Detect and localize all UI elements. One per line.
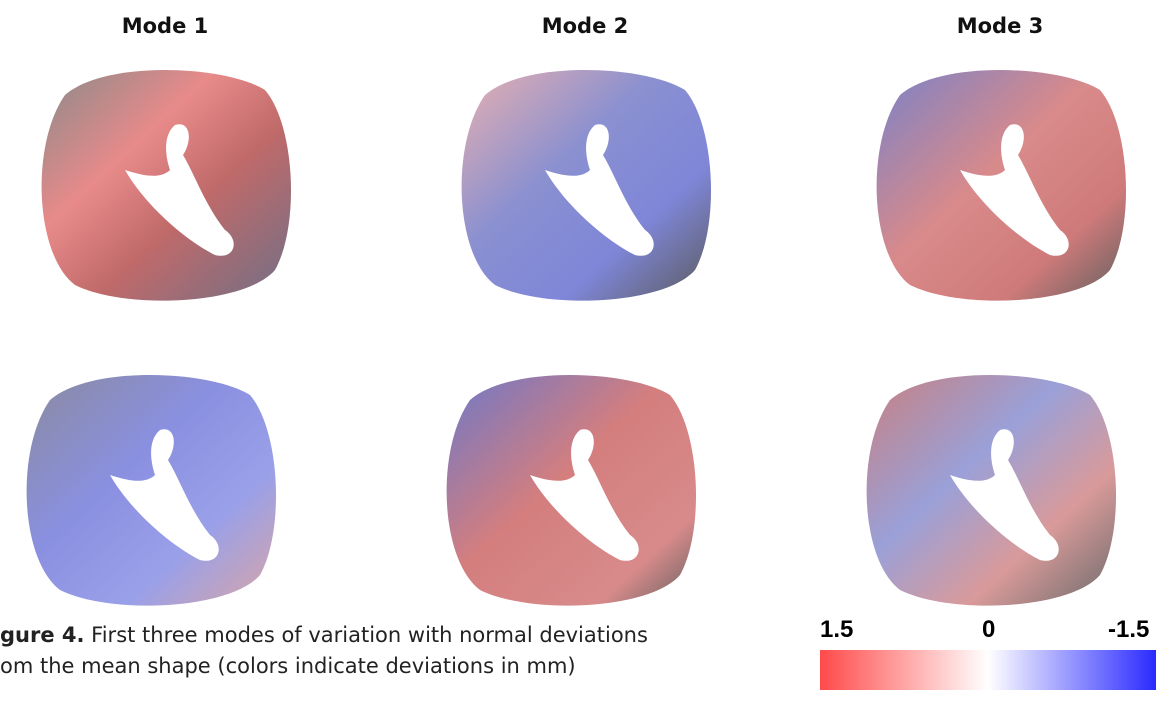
caption-text: First three modes of variation with norm…	[91, 623, 648, 647]
caption-line: om the mean shape (colors indicate devia…	[0, 654, 576, 678]
page: Mode 1 Mode 2 Mode 3 gure 4. First three…	[0, 0, 1161, 715]
shape	[877, 70, 1126, 301]
caption-line: gure 4. First three modes of variation w…	[0, 623, 648, 647]
colorbar-label: 0	[982, 616, 995, 644]
caption-label: gure 4.	[0, 623, 84, 647]
shape	[447, 375, 696, 606]
shape	[27, 375, 276, 606]
colorbar	[820, 650, 1156, 690]
shape	[42, 70, 291, 301]
figure	[0, 0, 1161, 715]
shape	[867, 375, 1116, 606]
colorbar-label: -1.5	[1108, 616, 1149, 644]
shape	[462, 70, 711, 301]
colorbar-label: 1.5	[820, 616, 853, 644]
